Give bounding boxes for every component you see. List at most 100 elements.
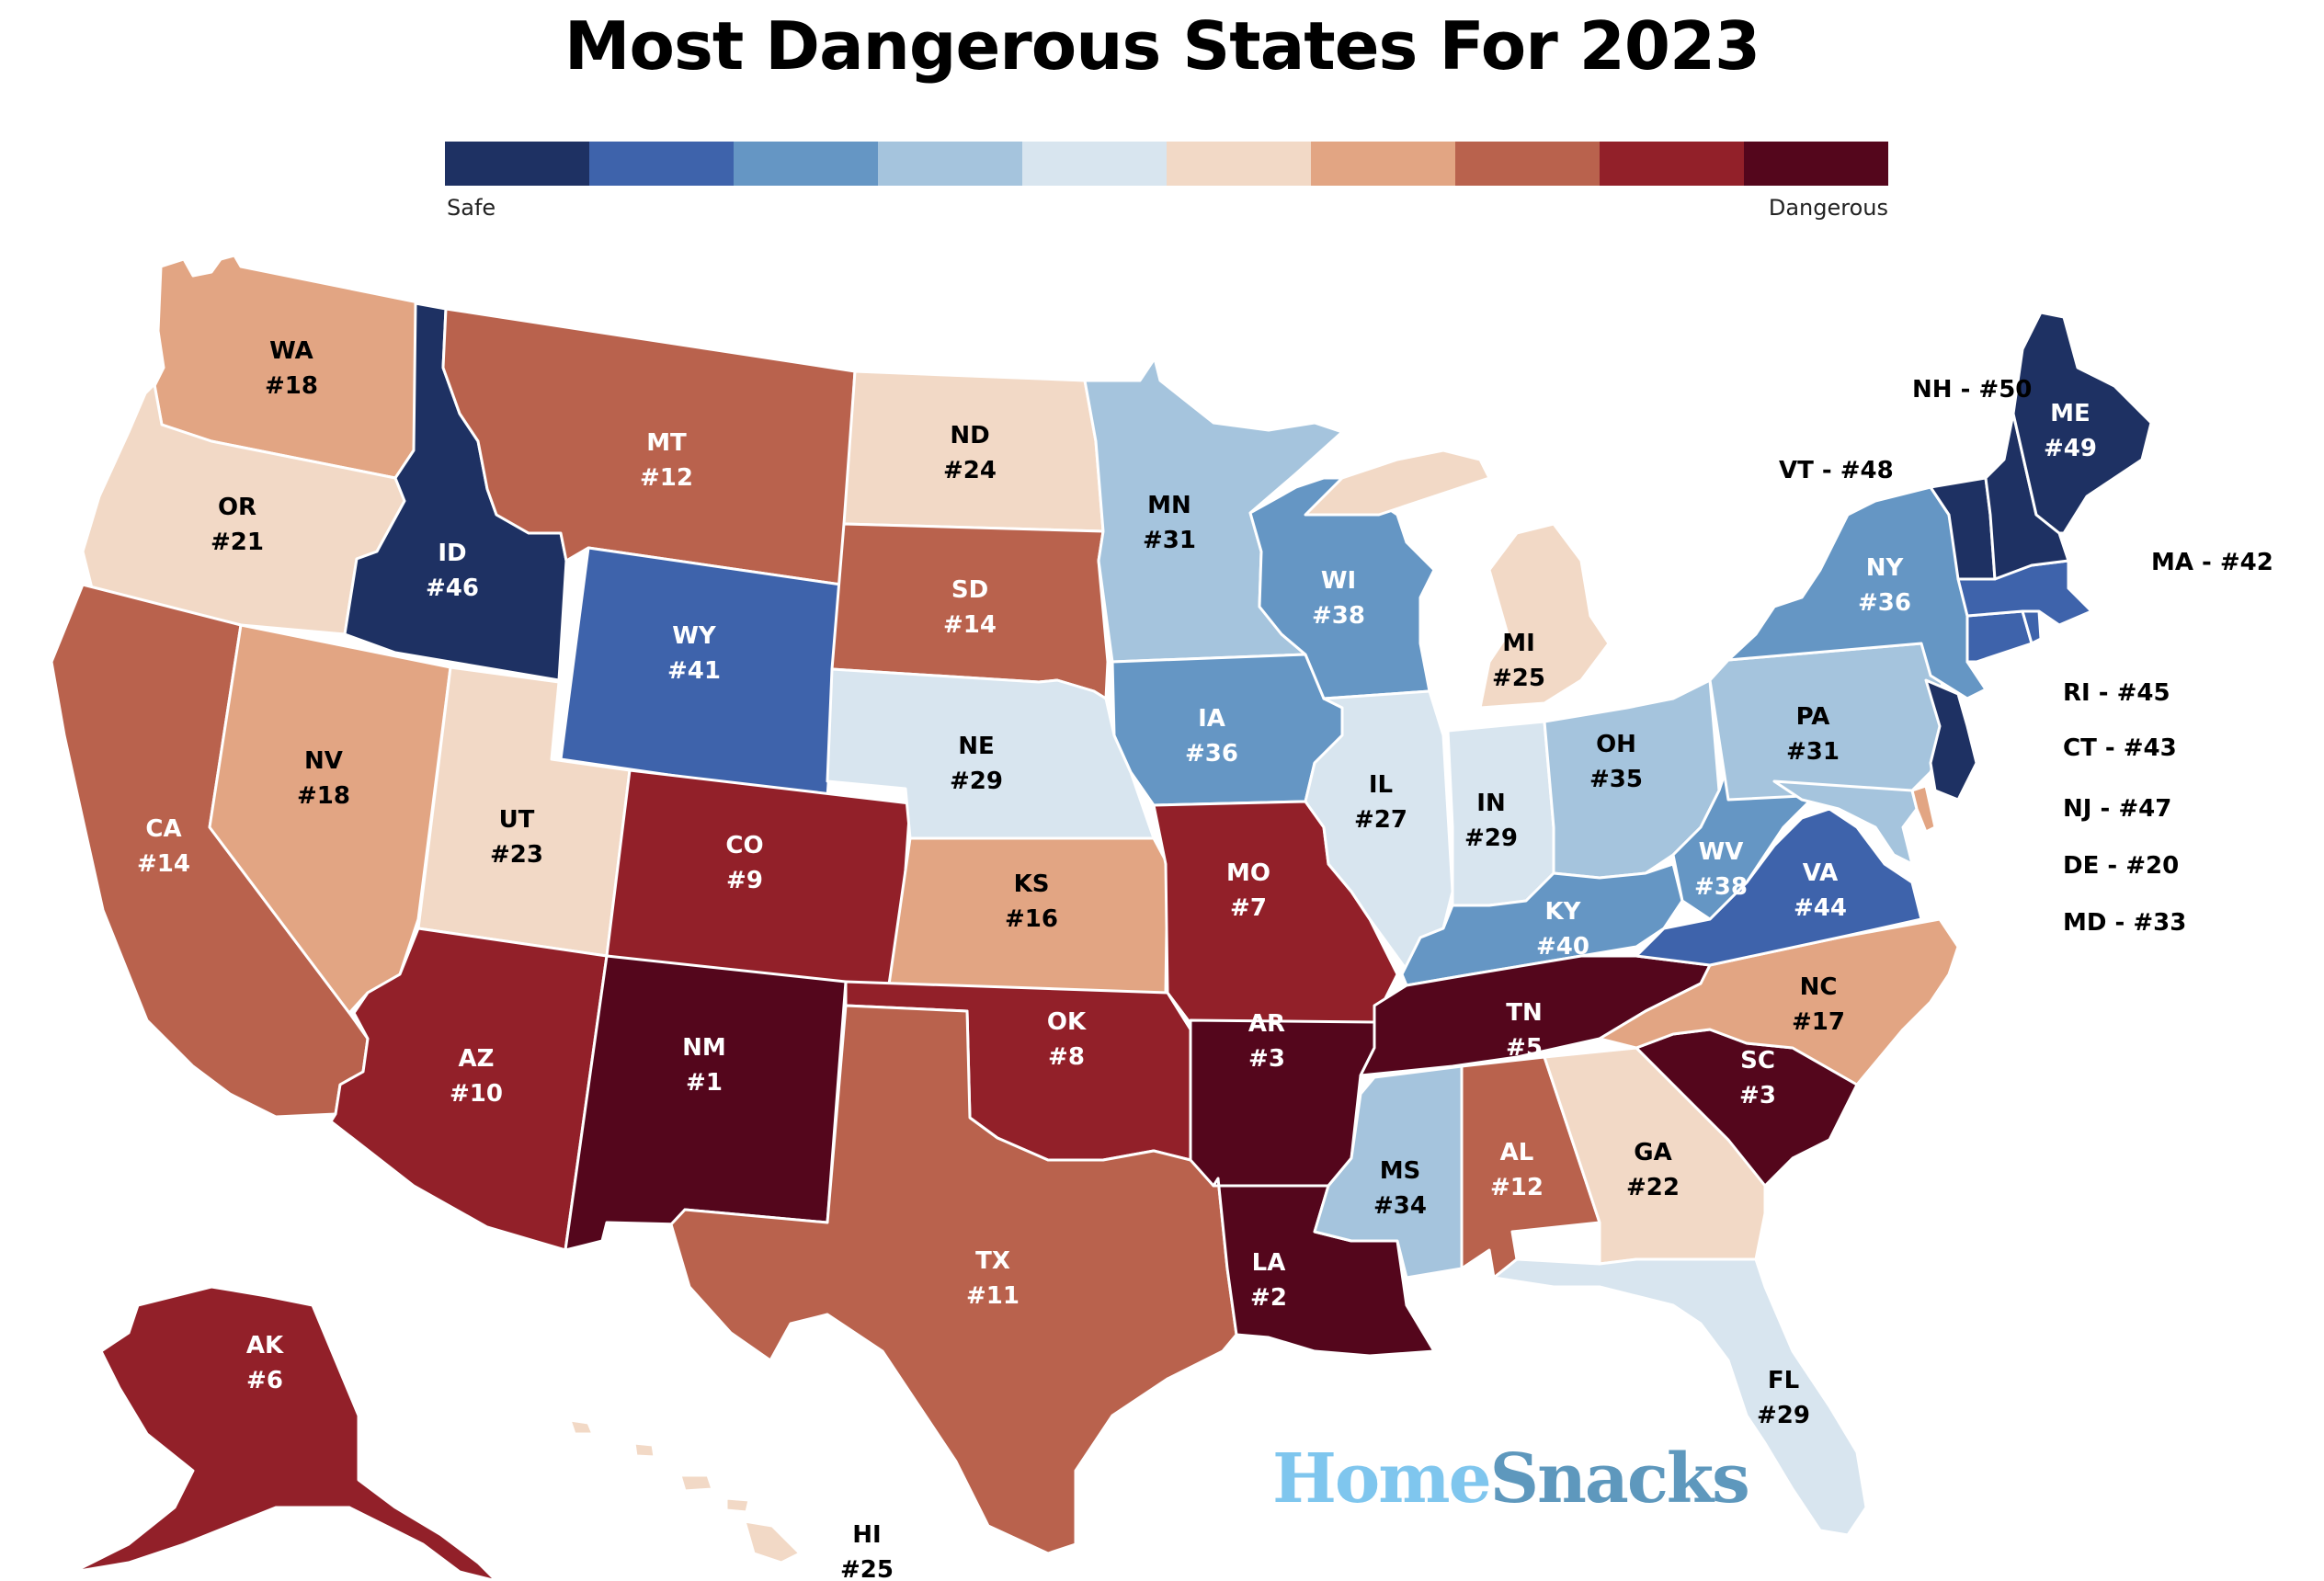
state-rank-mt: #12 bbox=[640, 464, 693, 492]
map-title: Most Dangerous States For 2023 bbox=[564, 7, 1760, 85]
state-de[interactable] bbox=[1910, 784, 1937, 834]
homesnacks-logo: HomeSnacks bbox=[1272, 1439, 1750, 1518]
state-label-mo: MO bbox=[1226, 859, 1270, 887]
state-rank-ne: #29 bbox=[950, 768, 1003, 795]
state-rank-nd: #24 bbox=[943, 457, 997, 484]
state-label-ga: GA bbox=[1634, 1139, 1671, 1166]
state-nc[interactable] bbox=[1598, 917, 1960, 1086]
state-rank-wv: #38 bbox=[1694, 873, 1748, 901]
state-label-il: IL bbox=[1369, 771, 1393, 799]
state-label-la: LA bbox=[1252, 1249, 1286, 1277]
state-rank-nv: #18 bbox=[297, 782, 350, 810]
state-label-ut: UT bbox=[499, 806, 535, 834]
state-tx[interactable] bbox=[669, 1004, 1238, 1555]
state-mi[interactable] bbox=[1304, 449, 1611, 710]
state-label-sc: SC bbox=[1740, 1047, 1775, 1075]
callout-md: MD - #33 bbox=[2063, 909, 2186, 937]
state-rank-ar: #3 bbox=[1248, 1045, 1285, 1073]
legend-swatch-2 bbox=[734, 142, 878, 186]
state-label-mi: MI bbox=[1502, 630, 1535, 657]
state-rank-ak: #6 bbox=[246, 1367, 283, 1394]
legend-swatch-1 bbox=[589, 142, 734, 186]
state-hi[interactable] bbox=[568, 1418, 802, 1564]
state-rank-sc: #3 bbox=[1739, 1082, 1776, 1109]
state-rank-wa: #18 bbox=[265, 372, 318, 400]
state-rank-ok: #8 bbox=[1048, 1043, 1085, 1071]
callout-de: DE - #20 bbox=[2063, 852, 2179, 880]
state-rank-co: #9 bbox=[726, 867, 763, 894]
state-fl[interactable] bbox=[1492, 1257, 1868, 1537]
state-label-al: AL bbox=[1500, 1139, 1534, 1166]
state-label-ca: CA bbox=[145, 815, 181, 843]
legend-min-label: Safe bbox=[447, 195, 496, 221]
state-label-me: ME bbox=[2050, 400, 2090, 427]
state-label-ny: NY bbox=[1866, 554, 1905, 582]
state-label-ak: AK bbox=[246, 1332, 284, 1359]
state-nd[interactable] bbox=[842, 370, 1105, 533]
state-label-in: IN bbox=[1476, 790, 1505, 817]
state-rank-ny: #36 bbox=[1858, 589, 1911, 617]
state-nm[interactable] bbox=[564, 954, 848, 1252]
state-rank-ms: #34 bbox=[1373, 1192, 1427, 1220]
state-label-ms: MS bbox=[1380, 1157, 1421, 1185]
state-rank-mi: #25 bbox=[1492, 665, 1545, 692]
state-rank-il: #27 bbox=[1354, 806, 1407, 834]
state-rank-in: #29 bbox=[1464, 825, 1518, 852]
callout-ma: MA - #42 bbox=[2151, 549, 2273, 576]
state-az[interactable] bbox=[329, 927, 609, 1252]
state-rank-ga: #22 bbox=[1626, 1174, 1680, 1201]
state-label-or: OR bbox=[218, 494, 256, 521]
state-me[interactable] bbox=[2011, 311, 2153, 535]
state-label-ne: NE bbox=[958, 733, 995, 760]
state-rank-al: #12 bbox=[1490, 1174, 1544, 1201]
state-label-nc: NC bbox=[1800, 973, 1838, 1001]
state-label-ks: KS bbox=[1014, 870, 1050, 898]
state-rank-nc: #17 bbox=[1792, 1008, 1845, 1036]
legend-swatch-4 bbox=[1022, 142, 1167, 186]
state-rank-mn: #31 bbox=[1143, 527, 1196, 554]
legend-swatch-5 bbox=[1167, 142, 1311, 186]
state-label-ar: AR bbox=[1248, 1010, 1285, 1038]
state-ia[interactable] bbox=[1111, 653, 1344, 807]
legend-swatch-7 bbox=[1455, 142, 1600, 186]
state-label-tx: TX bbox=[975, 1247, 1010, 1275]
callout-ri: RI - #45 bbox=[2063, 679, 2170, 707]
state-wi[interactable] bbox=[1248, 476, 1436, 700]
state-nh[interactable] bbox=[1984, 412, 2070, 581]
legend-max-label: Dangerous bbox=[1768, 195, 1888, 221]
legend-swatch-8 bbox=[1600, 142, 1744, 186]
state-nj[interactable] bbox=[1924, 678, 1978, 802]
state-label-nm: NM bbox=[682, 1034, 726, 1062]
state-rank-pa: #31 bbox=[1786, 738, 1840, 766]
callout-ct: CT - #43 bbox=[2063, 734, 2177, 762]
state-rank-id: #46 bbox=[426, 574, 479, 602]
state-rank-mo: #7 bbox=[1230, 894, 1267, 922]
state-ak[interactable] bbox=[72, 1285, 498, 1581]
state-rank-hi: #25 bbox=[840, 1556, 894, 1581]
state-label-az: AZ bbox=[459, 1045, 495, 1073]
state-label-fl: FL bbox=[1768, 1367, 1799, 1394]
state-rank-ia: #36 bbox=[1185, 740, 1238, 768]
callout-nj: NJ - #47 bbox=[2063, 795, 2171, 823]
state-label-ky: KY bbox=[1545, 898, 1582, 926]
state-label-wv: WV bbox=[1699, 838, 1744, 866]
state-label-tn: TN bbox=[1506, 999, 1543, 1027]
state-rank-ks: #16 bbox=[1005, 905, 1058, 933]
state-label-sd: SD bbox=[951, 576, 988, 604]
state-rank-sd: #14 bbox=[943, 611, 997, 639]
state-rank-nm: #1 bbox=[686, 1069, 723, 1097]
callout-vt: VT - #48 bbox=[1779, 457, 1894, 484]
state-label-mt: MT bbox=[646, 429, 687, 457]
state-label-wy: WY bbox=[672, 622, 717, 650]
state-rank-tn: #5 bbox=[1506, 1034, 1543, 1062]
state-il[interactable] bbox=[1304, 689, 1454, 972]
state-rank-ca: #14 bbox=[137, 850, 190, 878]
state-ct[interactable] bbox=[1965, 609, 2034, 664]
callout-nh: NH - #50 bbox=[1912, 376, 2032, 404]
state-rank-az: #10 bbox=[450, 1080, 503, 1108]
state-label-wa: WA bbox=[269, 337, 313, 365]
state-rank-or: #21 bbox=[211, 529, 264, 556]
legend-swatch-9 bbox=[1744, 142, 1888, 186]
state-rank-ky: #40 bbox=[1536, 933, 1589, 961]
